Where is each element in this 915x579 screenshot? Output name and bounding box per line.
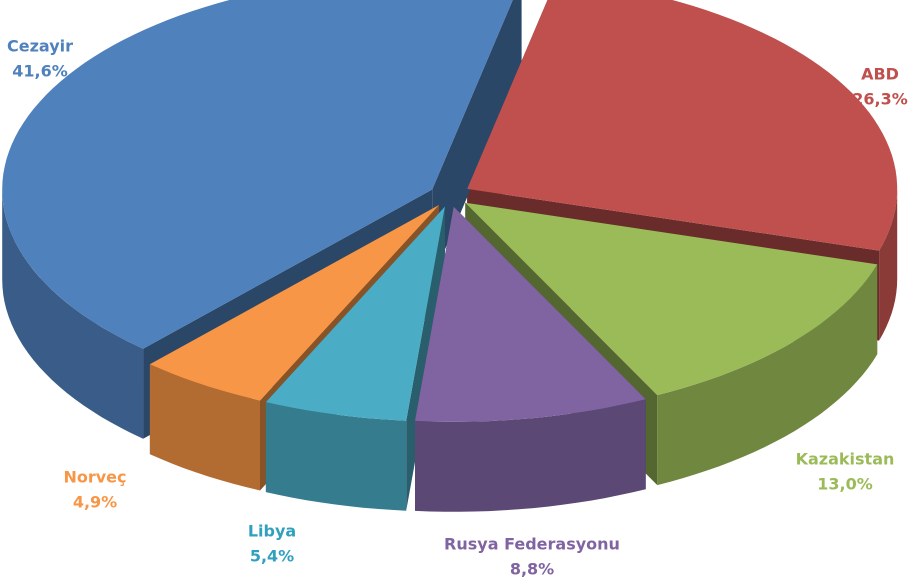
slice-wall [879,188,898,341]
slice [2,0,513,349]
slice-label: Kazakistan [796,450,895,469]
slice-wall [657,264,878,486]
slice [467,0,898,251]
slice [465,202,878,396]
slice [265,206,445,421]
slice-value-label: 4,9% [73,493,117,512]
slice [415,206,646,422]
slice-value-label: 8,8% [510,560,554,579]
slice-label: ABD [861,65,899,84]
slice [149,205,439,401]
slice-label: Norveç [63,468,126,487]
slice-label: Rusya Federasyonu [444,535,620,554]
slice-value-label: 26,3% [852,90,908,109]
slice-value-label: 5,4% [250,547,294,566]
slice-tops [2,0,898,422]
slice-wall [265,402,407,511]
slice-wall [149,364,260,491]
slice-value-label: 13,0% [817,475,873,494]
slice-label: Cezayir [7,37,73,56]
slice-label: Libya [248,522,296,541]
slice-wall [415,399,646,512]
slice-value-label: 41,6% [12,62,68,81]
slice-wall [2,189,144,439]
